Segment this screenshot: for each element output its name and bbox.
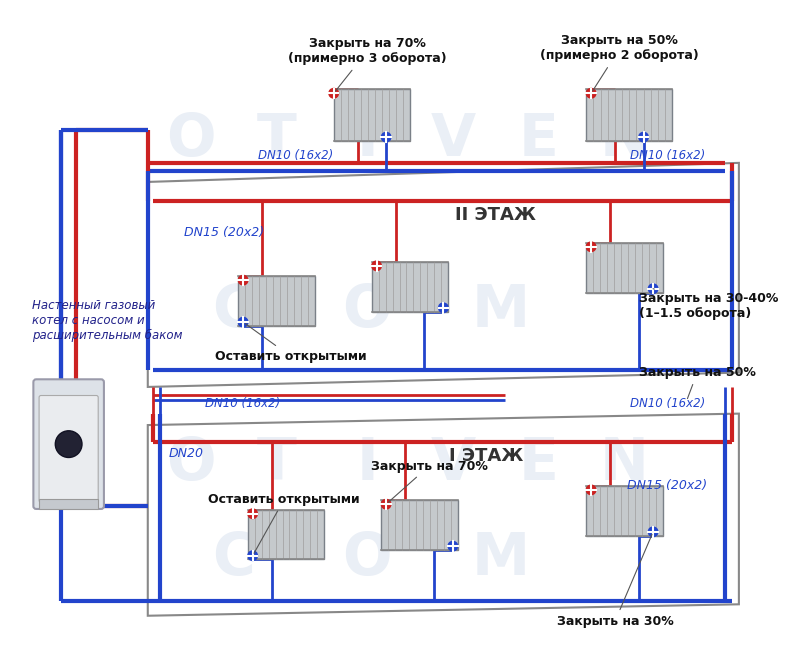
- Text: Закрыть на 50%
(примерно 2 оборота): Закрыть на 50% (примерно 2 оборота): [540, 34, 699, 91]
- Circle shape: [648, 527, 658, 537]
- Circle shape: [55, 431, 82, 457]
- Circle shape: [238, 318, 248, 327]
- Text: DN10 (16x2): DN10 (16x2): [206, 397, 281, 410]
- Circle shape: [382, 132, 391, 142]
- Text: I: I: [356, 435, 378, 492]
- Circle shape: [372, 261, 382, 271]
- Bar: [248, 510, 324, 559]
- Text: I ЭТАЖ: I ЭТАЖ: [449, 446, 523, 465]
- Text: M: M: [471, 282, 530, 339]
- Circle shape: [382, 500, 391, 509]
- Text: E: E: [518, 435, 558, 492]
- Text: Закрыть на 30%: Закрыть на 30%: [557, 535, 674, 628]
- Text: II ЭТАЖ: II ЭТАЖ: [455, 206, 536, 224]
- Text: Оставить открытыми: Оставить открытыми: [208, 493, 360, 553]
- Circle shape: [238, 275, 248, 285]
- Text: DN20: DN20: [169, 447, 203, 460]
- FancyBboxPatch shape: [34, 379, 104, 509]
- Text: C: C: [212, 282, 255, 339]
- FancyBboxPatch shape: [39, 395, 98, 502]
- Text: O: O: [342, 530, 392, 587]
- Text: DN10 (16x2): DN10 (16x2): [630, 149, 705, 162]
- Bar: [586, 486, 662, 536]
- Bar: [586, 243, 662, 292]
- Circle shape: [648, 284, 658, 294]
- Text: Закрыть на 30-40%
(1–1.5 оборота): Закрыть на 30-40% (1–1.5 оборота): [638, 289, 778, 320]
- Text: Закрыть на 50%: Закрыть на 50%: [638, 366, 756, 399]
- Text: Оставить открытыми: Оставить открытыми: [215, 324, 366, 363]
- Bar: [39, 500, 98, 509]
- Circle shape: [329, 89, 338, 98]
- Text: Настенный газовый
котел с насосом и
расширительным баком: Настенный газовый котел с насосом и расш…: [33, 299, 183, 341]
- Text: O: O: [166, 435, 215, 492]
- Text: DN10 (16x2): DN10 (16x2): [258, 149, 333, 162]
- Bar: [382, 500, 458, 550]
- Text: N: N: [600, 435, 649, 492]
- Text: V: V: [430, 111, 475, 168]
- Circle shape: [586, 89, 596, 98]
- Text: Закрыть на 70%
(примерно 3 оборота): Закрыть на 70% (примерно 3 оборота): [288, 38, 446, 91]
- Circle shape: [248, 551, 258, 561]
- Text: T: T: [257, 435, 297, 492]
- Circle shape: [586, 485, 596, 494]
- Text: Закрыть на 70%: Закрыть на 70%: [370, 459, 487, 502]
- Circle shape: [638, 132, 648, 142]
- Circle shape: [248, 509, 258, 518]
- Circle shape: [586, 242, 596, 251]
- Circle shape: [448, 541, 458, 551]
- Text: DN15 (20x2): DN15 (20x2): [184, 226, 264, 239]
- Bar: [372, 262, 448, 312]
- Text: DN15 (20x2): DN15 (20x2): [627, 479, 707, 492]
- Text: N: N: [600, 111, 649, 168]
- Text: C: C: [212, 530, 255, 587]
- Text: I: I: [356, 111, 378, 168]
- Text: M: M: [471, 530, 530, 587]
- Text: DN10 (16x2): DN10 (16x2): [630, 397, 705, 410]
- Text: V: V: [430, 435, 475, 492]
- Bar: [586, 89, 672, 141]
- Text: O: O: [166, 111, 215, 168]
- Text: O: O: [342, 282, 392, 339]
- Text: T: T: [257, 111, 297, 168]
- Text: E: E: [518, 111, 558, 168]
- Circle shape: [438, 303, 448, 312]
- Bar: [238, 276, 314, 326]
- Bar: [334, 89, 410, 141]
